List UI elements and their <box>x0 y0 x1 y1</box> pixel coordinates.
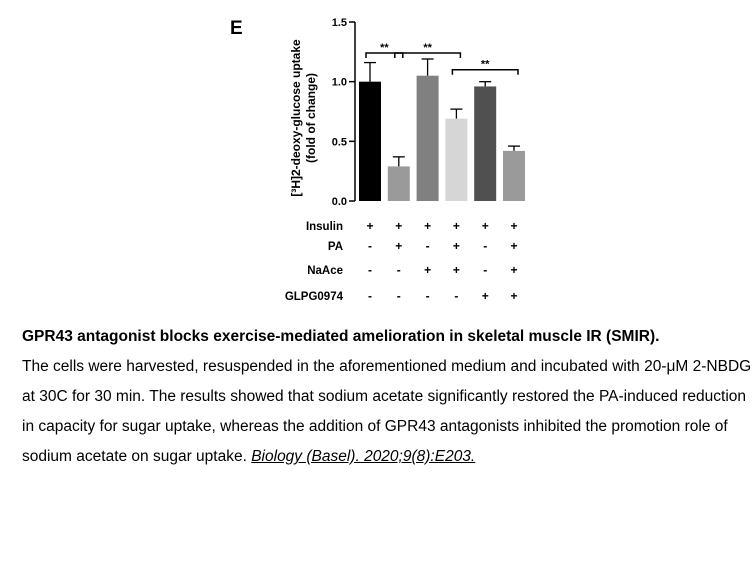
condition-mark: - <box>368 263 372 277</box>
condition-label: GLPG0974 <box>285 291 344 303</box>
bar <box>445 118 468 201</box>
bar-chart: E [³H]2-deoxy-glucose uptake (fold of ch… <box>230 17 525 303</box>
condition-mark: + <box>424 263 431 277</box>
condition-mark: + <box>453 239 460 253</box>
significance-label: ** <box>423 42 432 54</box>
significance-label: ** <box>481 59 490 71</box>
condition-mark: + <box>510 239 517 253</box>
condition-mark: - <box>397 289 401 303</box>
significance-label: ** <box>380 42 389 54</box>
caption-body: The cells were harvested, resuspended in… <box>22 352 752 472</box>
condition-label: NaAce <box>307 265 343 277</box>
figure-caption: GPR43 antagonist blocks exercise-mediate… <box>22 322 752 472</box>
caption-text: The cells were harvested, resuspended in… <box>22 358 752 465</box>
y-tick-label: 1.0 <box>332 77 347 89</box>
condition-mark: + <box>395 239 402 253</box>
condition-mark: + <box>453 219 460 233</box>
condition-mark: + <box>510 289 517 303</box>
panel-label: E <box>230 18 243 39</box>
condition-mark: - <box>483 263 487 277</box>
condition-mark: + <box>424 219 431 233</box>
condition-mark: + <box>366 219 373 233</box>
condition-mark: + <box>510 263 517 277</box>
significance-bracket <box>451 68 519 75</box>
condition-label: PA <box>328 241 343 253</box>
y-tick-label: 0.5 <box>332 136 347 148</box>
condition-mark: + <box>510 219 517 233</box>
condition-mark: - <box>483 239 487 253</box>
condition-mark: + <box>453 263 460 277</box>
condition-mark: - <box>368 239 372 253</box>
y-tick-label: 1.5 <box>332 17 347 29</box>
condition-mark: - <box>368 289 372 303</box>
y-axis-label-line1: [³H]2-deoxy-glucose uptake <box>289 39 303 197</box>
condition-mark: - <box>426 289 430 303</box>
y-axis-label: [³H]2-deoxy-glucose uptake (fold of chan… <box>289 39 318 197</box>
bar <box>387 166 410 201</box>
significance-bracket <box>365 52 404 59</box>
bar <box>474 86 497 201</box>
caption-title: GPR43 antagonist blocks exercise-mediate… <box>22 328 660 345</box>
bars <box>359 58 525 201</box>
condition-label: Insulin <box>306 221 343 233</box>
bar <box>416 75 439 201</box>
caption-citation-link[interactable]: Biology (Basel). 2020;9(8):E203. <box>251 448 476 465</box>
condition-mark: - <box>426 239 430 253</box>
bar <box>503 150 525 201</box>
condition-mark: + <box>482 219 489 233</box>
y-axis: 0.0 0.5 1.0 1.5 <box>332 17 356 208</box>
y-axis-label-line2: (fold of change) <box>304 73 318 163</box>
y-tick-label: 0.0 <box>332 196 347 208</box>
significance-bracket <box>394 52 462 59</box>
condition-mark: + <box>482 289 489 303</box>
significance-brackets: ** ** ** <box>365 42 519 75</box>
condition-table: Insulin + + + + + + PA - + - + - + NaAce - - + + - + GLPG0974… <box>285 219 518 303</box>
bar <box>359 81 381 201</box>
condition-mark: - <box>454 289 458 303</box>
condition-mark: + <box>395 219 402 233</box>
condition-mark: - <box>397 263 401 277</box>
